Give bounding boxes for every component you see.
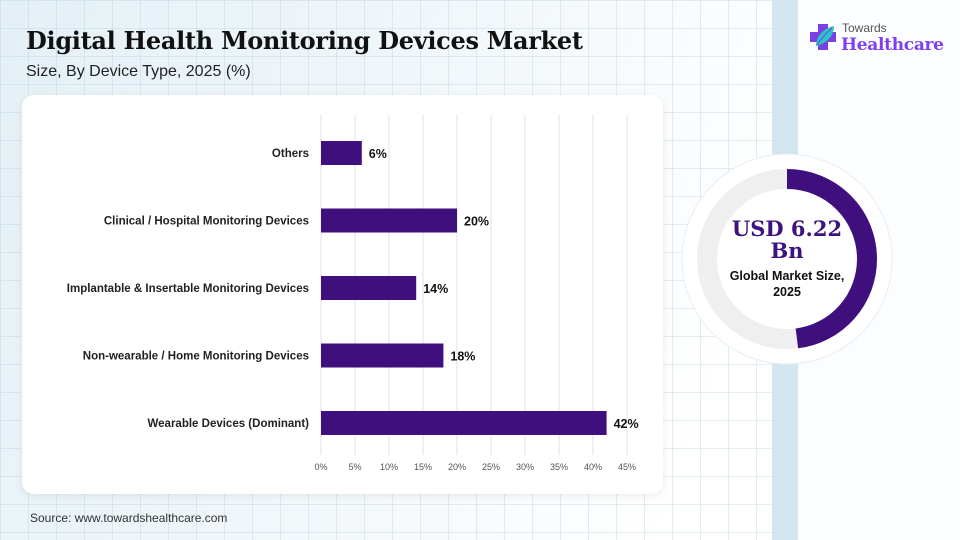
market-size-caption: Global Market Size, 2025 [729,269,845,299]
bar [321,411,607,435]
medical-cross-leaf-icon [810,24,836,50]
category-label: Wearable Devices (Dominant) [148,418,310,430]
donut-arc [697,169,877,349]
gridlines [320,115,628,455]
donut-chart [681,153,893,365]
market-size-donut: USD 6.22 Bn Global Market Size, 2025 [680,152,894,366]
page-subtitle: Size, By Device Type, 2025 (%) [26,63,251,80]
x-tick-label: 20% [448,462,466,472]
category-label: Implantable & Insertable Monitoring Devi… [67,283,309,295]
bar [321,141,362,165]
category-label: Non-wearable / Home Monitoring Devices [83,351,309,363]
category-label: Others [272,148,309,160]
brand-logo: Towards Healthcare [808,18,948,62]
chart-card: 0% 5% 10% 15% 20% 25% 30% 35% 40% 45% Others 6% Clin… [22,95,663,494]
source-note: Source: www.towardshealthcare.com [30,511,228,525]
logo-text-towards: Towards [842,21,887,35]
x-tick-label: 5% [348,462,361,472]
bar [321,208,457,233]
bars [321,141,607,435]
data-label: 42% [614,417,639,431]
data-label: 14% [423,282,448,296]
data-label: 18% [450,350,475,364]
x-tick-label: 10% [380,462,398,472]
page-title: Digital Health Monitoring Devices Market [26,26,583,55]
x-tick-label: 0% [314,462,327,472]
x-tick-label: 45% [618,462,636,472]
x-tick-label: 40% [584,462,602,472]
bar-chart: 0% 5% 10% 15% 20% 25% 30% 35% 40% 45% Others 6% Clin… [67,115,639,472]
x-tick-label: 30% [516,462,534,472]
bar [321,343,444,368]
x-tick-label: 25% [482,462,500,472]
logo-text-healthcare: Healthcare [841,35,944,55]
x-tick-label: 15% [414,462,432,472]
data-label: 6% [369,147,387,161]
data-label: 20% [464,215,489,229]
bar [321,276,417,300]
category-label: Clinical / Hospital Monitoring Devices [104,216,309,228]
labels: 0% 5% 10% 15% 20% 25% 30% 35% 40% 45% Others 6% Clin… [67,147,639,472]
x-tick-label: 35% [550,462,568,472]
market-size-value: USD 6.22 Bn [731,216,843,263]
